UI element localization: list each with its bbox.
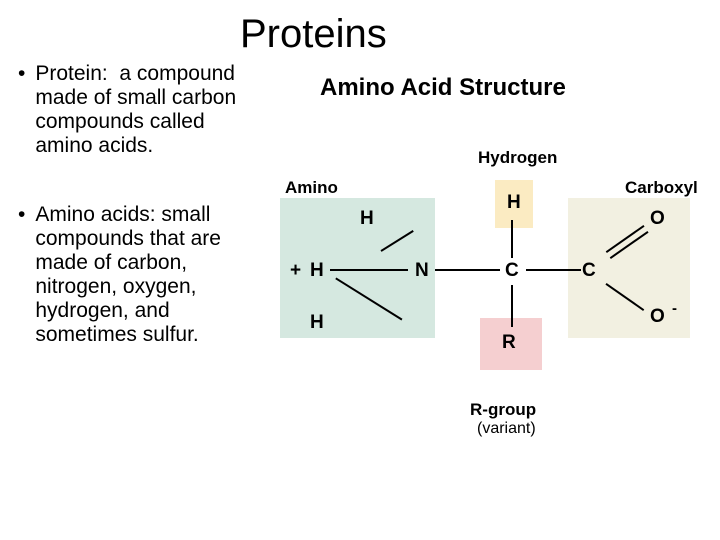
atom-h: H <box>310 260 324 282</box>
bond-line <box>511 285 513 327</box>
bond-line <box>511 220 513 258</box>
amino-box <box>280 198 435 338</box>
atom-c: C <box>582 260 596 282</box>
bond-line <box>330 269 408 271</box>
bullet-item: • Protein: a compound made of small carb… <box>18 62 248 159</box>
slide-title: Proteins <box>240 12 387 57</box>
atom-minus: - <box>672 300 677 317</box>
diagram-title: Amino Acid Structure <box>320 74 566 102</box>
label-rgroup: R-group <box>470 400 536 420</box>
atom-n: N <box>415 260 429 282</box>
atom-plus: + <box>290 260 301 282</box>
atom-c: C <box>505 260 519 282</box>
amino-acid-diagram: Hydrogen Amino Carboxyl R-group (variant… <box>280 120 700 440</box>
bond-line <box>435 269 500 271</box>
label-hydrogen: Hydrogen <box>478 148 557 168</box>
bullet-dot: • <box>18 203 25 348</box>
bullet-list: • Protein: a compound made of small carb… <box>18 62 248 391</box>
label-carboxyl: Carboxyl <box>625 178 698 198</box>
atom-o: O <box>650 306 665 328</box>
bullet-text: Protein: a compound made of small carbon… <box>35 62 248 159</box>
atom-h: H <box>360 208 374 230</box>
atom-o: O <box>650 208 665 230</box>
atom-h: H <box>310 312 324 334</box>
atom-r: R <box>502 332 516 354</box>
bullet-item: • Amino acids: small compounds that are … <box>18 203 248 348</box>
bullet-text: Amino acids: small compounds that are ma… <box>35 203 248 348</box>
label-variant: (variant) <box>477 420 536 438</box>
bullet-dot: • <box>18 62 25 159</box>
atom-h: H <box>507 192 521 214</box>
bond-line <box>526 269 581 271</box>
label-amino: Amino <box>285 178 338 198</box>
